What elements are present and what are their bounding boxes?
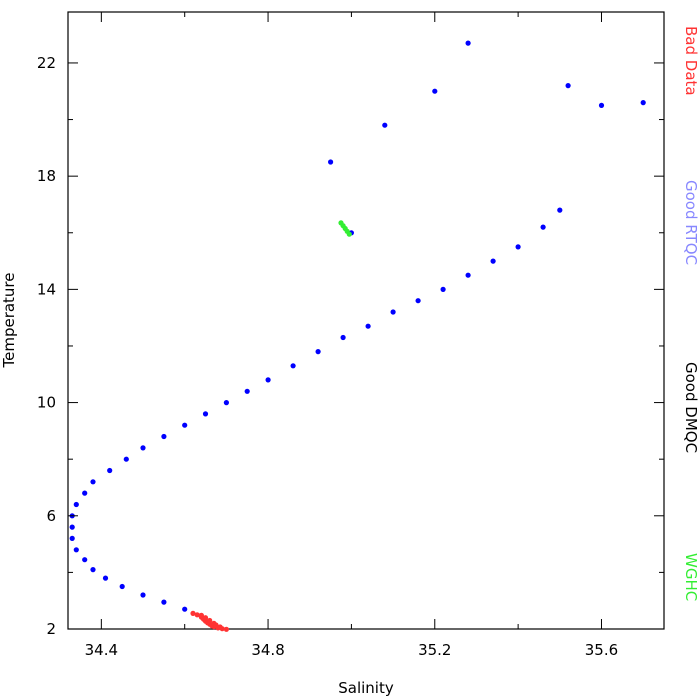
- y-axis-title: Temperature: [0, 272, 18, 368]
- point-good-rtqc-39: [465, 40, 471, 46]
- point-good-rtqc-30: [465, 272, 471, 278]
- point-good-rtqc-22: [265, 377, 271, 383]
- point-bad-data-11: [223, 626, 229, 632]
- point-good-rtqc-18: [182, 422, 188, 428]
- point-bad-data-14: [207, 617, 213, 624]
- point-good-rtqc-21: [244, 388, 250, 394]
- point-good-rtqc-33: [540, 224, 546, 230]
- legend-good-rtqc: Good RTQC: [682, 180, 700, 265]
- point-good-rtqc-37: [382, 122, 388, 128]
- legend-bad-data: Bad Data: [682, 26, 700, 96]
- point-good-rtqc-3: [119, 583, 125, 590]
- point-good-rtqc-34: [557, 207, 563, 213]
- point-good-rtqc-23: [290, 363, 296, 369]
- point-good-rtqc-13: [90, 479, 96, 485]
- y-tick-label: 22: [37, 54, 56, 72]
- point-good-rtqc-2: [140, 592, 146, 598]
- x-tick-label: 34.8: [251, 641, 284, 659]
- point-good-rtqc-32: [515, 244, 521, 250]
- point-good-rtqc-0: [182, 606, 188, 612]
- point-good-rtqc-8: [69, 535, 75, 542]
- point-bad-data-0: [190, 610, 196, 617]
- y-tick-label: 18: [37, 167, 56, 185]
- y-tick-label: 6: [46, 507, 56, 525]
- point-good-rtqc-1: [161, 599, 167, 605]
- point-good-rtqc-7: [73, 547, 79, 553]
- point-good-rtqc-14: [107, 467, 113, 474]
- point-good-rtqc-27: [390, 309, 396, 315]
- y-tick-label: 10: [37, 394, 56, 412]
- plot-frame: [67, 11, 665, 630]
- point-good-rtqc-16: [140, 445, 146, 451]
- point-good-rtqc-31: [490, 258, 496, 264]
- point-good-rtqc-11: [73, 501, 79, 508]
- x-tick-label: 35.2: [418, 641, 451, 659]
- point-good-rtqc-12: [82, 490, 88, 496]
- point-wghc-4: [346, 231, 352, 237]
- point-good-rtqc-29: [440, 286, 446, 292]
- point-bad-data-17: [217, 624, 223, 630]
- ticks-layer: 34.4 34.8 35.2 35.6 2 6 10 14 18 22: [37, 12, 664, 659]
- x-axis-title: Salinity: [338, 679, 394, 697]
- x-tick-label: 35.6: [585, 641, 618, 659]
- point-bad-data-1: [194, 612, 200, 618]
- point-good-rtqc-25: [340, 334, 346, 341]
- y-tick-label: 14: [37, 280, 56, 298]
- point-good-rtqc-41: [598, 102, 605, 108]
- point-good-rtqc-38: [432, 88, 438, 94]
- point-bad-data-13: [202, 615, 209, 621]
- point-good-rtqc-40: [565, 83, 571, 89]
- point-good-rtqc-15: [123, 456, 129, 462]
- legend-wghc: WGHC: [682, 553, 700, 601]
- point-bad-data-16: [213, 622, 219, 628]
- x-tick-label: 34.4: [85, 641, 118, 659]
- point-bad-data-12: [198, 612, 204, 619]
- point-good-rtqc-42: [640, 100, 646, 106]
- point-good-rtqc-28: [415, 298, 421, 304]
- point-good-rtqc-26: [365, 323, 371, 329]
- points-layer: [69, 40, 646, 632]
- point-good-rtqc-4: [102, 575, 109, 581]
- point-good-rtqc-24: [315, 349, 321, 355]
- point-good-rtqc-6: [82, 557, 88, 563]
- point-good-rtqc-17: [161, 433, 167, 440]
- point-good-rtqc-9: [69, 524, 75, 530]
- y-tick-label: 2: [46, 620, 56, 638]
- point-good-rtqc-19: [202, 411, 209, 417]
- point-good-rtqc-5: [90, 567, 96, 573]
- legend-good-dmqc: Good DMQC: [682, 362, 700, 453]
- point-good-rtqc-20: [223, 400, 229, 406]
- point-good-rtqc-36: [328, 159, 334, 165]
